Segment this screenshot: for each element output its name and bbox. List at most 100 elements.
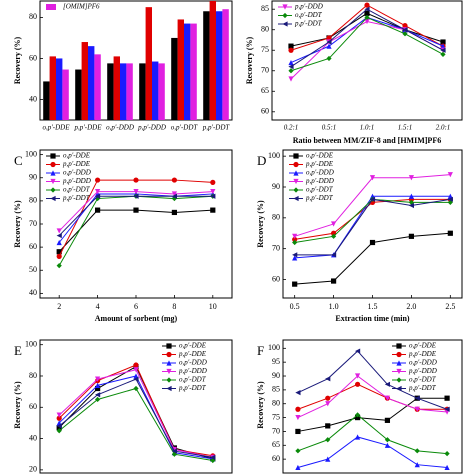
plot-frame [271,0,463,121]
bar [222,9,229,121]
marker [414,395,420,401]
marker [50,161,56,168]
marker [56,239,62,246]
bar [139,63,146,120]
y-tick-label: 90 [272,182,280,191]
marker [50,187,56,193]
marker [133,189,139,195]
marker [292,236,298,243]
y-tick-label: 75 [261,45,269,54]
marker [171,177,177,183]
marker [166,377,172,383]
marker [293,195,299,202]
legend-label: p,p'-DDE [178,350,207,358]
y-tick-label: 60 [261,107,269,116]
marker [282,12,288,19]
legend-label: o,p'-DDT [306,186,334,194]
marker [292,281,298,287]
bar [56,58,63,120]
marker [295,428,301,435]
bar [209,1,216,120]
plot-frame [39,0,233,121]
x-tick-label: 1.5:1 [398,124,413,132]
marker [133,193,139,199]
marker [50,170,56,176]
x-tick-label: 0.5:1 [322,124,337,132]
panel: 60 65 70 75 80 85 Recovery (%) 0.2:1 0.5:1 1.0:1 1… [245,0,463,145]
y-tick-label: 80 [29,371,37,380]
y-tick-label: 70 [29,219,37,228]
marker [325,456,331,462]
y-tick-label: 60 [29,242,37,251]
legend-label: p,p'-DDD [305,177,334,185]
marker [444,464,450,471]
y-tick-label: 100 [268,343,280,352]
legend-label: p,p'-DDT [294,20,323,28]
marker [210,189,216,195]
marker [364,18,370,25]
marker [50,178,56,185]
marker [447,230,453,236]
marker [384,381,391,387]
marker [354,373,361,379]
marker [56,253,62,259]
plot-frame [282,339,463,474]
marker [293,170,299,176]
marker [326,39,332,45]
bar [216,11,223,120]
marker [295,448,301,454]
panel-label: C [14,153,23,168]
legend-label: p,p'-DDD [408,367,437,375]
marker [325,395,331,401]
bar [203,11,210,120]
bar [158,63,165,120]
marker [295,414,301,421]
marker [288,43,294,49]
marker [166,368,172,375]
marker [330,252,337,258]
marker [95,396,101,403]
x-axis-label: Ratio between MM/ZIF-8 and [HMIM]PF6 [293,136,441,145]
marker [364,2,370,8]
marker [293,153,299,159]
legend-label: p,p'-DDD [62,177,91,185]
marker [330,233,337,239]
series-line [58,209,213,253]
series-line [58,387,213,461]
legend-label: p,p'-DDE [305,160,334,168]
marker [293,161,299,168]
y-tick-label: 50 [29,265,37,274]
marker [133,385,139,392]
marker [402,31,408,37]
marker [326,55,332,62]
bar [145,7,152,120]
bar [81,42,88,120]
marker [56,425,62,431]
marker [210,207,216,213]
marker [295,390,301,396]
marker [325,437,331,443]
marker [369,175,376,181]
marker [396,377,402,383]
panel: C 40 50 60 70 80 90 100 Recovery (%) 2 4 6 8 10 Amount… [13,149,233,323]
y-tick-label: 20 [29,465,37,474]
x-tick-label: p,p'-DDE [74,124,103,132]
marker [396,368,402,375]
marker [56,263,62,269]
marker [288,68,294,74]
marker [166,385,172,392]
y-tick-label: 70 [272,243,280,252]
y-tick-label: 65 [261,86,269,95]
bar [177,19,184,121]
legend-label: [OMIM]PF6 [63,3,100,11]
marker [166,343,172,349]
bar [171,37,178,121]
y-tick-label: 60 [272,274,280,283]
legend-label: p,p'-DDD [178,367,207,375]
marker [364,10,370,16]
marker [95,177,101,183]
series-line [297,350,448,410]
marker [56,415,62,421]
series-line [294,198,451,240]
marker [444,406,450,412]
